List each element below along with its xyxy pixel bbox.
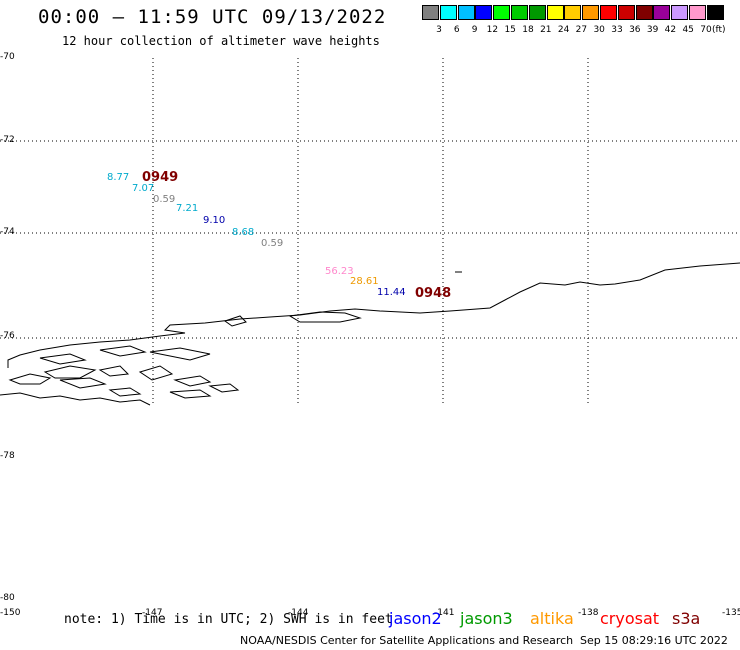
colorbar-swatch xyxy=(422,5,439,20)
pass-time-label: 0948 xyxy=(415,286,452,301)
graticule xyxy=(0,58,740,405)
longitude-label: -144 xyxy=(288,608,309,618)
credit-line: NOAA/NESDIS Center for Satellite Applica… xyxy=(240,634,574,647)
colorbar-swatch xyxy=(600,5,617,20)
wave-height-label: 9.10 xyxy=(203,215,226,226)
wave-height-label: 7.07 xyxy=(132,183,155,194)
colorbar-unit: (ft) xyxy=(712,25,726,35)
wave-height-label: 7.21 xyxy=(176,203,199,214)
colorbar-tick-label: 18 xyxy=(522,25,534,35)
colorbar-swatch xyxy=(582,5,600,20)
wave-height-label: 11.44 xyxy=(377,287,406,298)
colorbar-tick-label: 33 xyxy=(611,25,623,35)
generated-timestamp: Sep 15 08:29:16 UTC 2022 xyxy=(580,634,728,647)
colorbar-tick-label: 21 xyxy=(540,25,552,35)
wave-height-label: 0.59 xyxy=(153,194,176,205)
colorbar-tick-label: 42 xyxy=(664,25,677,35)
colorbar-swatch xyxy=(706,5,724,20)
map-title: 00:00 – 11:59 UTC 09/13/2022 xyxy=(38,6,387,28)
colorbar-swatch xyxy=(564,5,582,20)
colorbar-swatch xyxy=(689,5,706,20)
satellite-legend-s3a: s3a xyxy=(672,609,701,628)
satellite-legend-cryosat: cryosat xyxy=(600,609,660,628)
satellite-legend-jason2: jason2 xyxy=(389,609,442,628)
colorbar-tick-label: 24 xyxy=(557,25,570,35)
latitude-label: -78 xyxy=(0,451,15,461)
wave-height-label: 0.59 xyxy=(261,238,284,249)
colorbar-tick-label: 45 xyxy=(682,25,694,35)
colorbar-swatch xyxy=(653,5,671,20)
colorbar-tick-label: 3 xyxy=(436,25,442,35)
colorbar-tick-label: 15 xyxy=(504,25,516,35)
colorbar-tick-label: 39 xyxy=(646,25,659,35)
wave-height-label: 28.61 xyxy=(350,276,379,287)
satellite-legend-altika: altika xyxy=(530,609,574,628)
footer-note: note: 1) Time is in UTC; 2) SWH is in fe… xyxy=(64,612,393,627)
colorbar-swatch xyxy=(617,5,635,20)
colorbar-swatch xyxy=(528,5,546,20)
colorbar-tick-label: 12 xyxy=(486,25,499,35)
colorbar-swatch xyxy=(439,5,457,20)
longitude-label: -138 xyxy=(578,608,599,618)
map-subtitle: 12 hour collection of altimeter wave hei… xyxy=(62,34,380,48)
wave-height-label: 56.23 xyxy=(325,266,354,277)
latitude-label: -70 xyxy=(0,52,15,62)
colorbar-tick-label: 30 xyxy=(593,25,605,35)
longitude-label: -147 xyxy=(142,608,163,618)
latitude-label: -76 xyxy=(0,331,15,341)
wave-height-label: 8.77 xyxy=(107,172,130,183)
satellite-legend-jason3: jason3 xyxy=(460,609,513,628)
colorbar-swatch xyxy=(475,5,493,20)
coastline xyxy=(0,262,740,406)
colorbar-swatch xyxy=(493,5,511,20)
latitude-label: -72 xyxy=(0,135,15,145)
latitude-label: -80 xyxy=(0,593,15,603)
colorbar-swatch xyxy=(457,5,475,20)
colorbar-tick-label: 6 xyxy=(453,25,460,35)
colorbar-tick-label: 27 xyxy=(575,25,588,35)
colorbar-swatch xyxy=(635,5,653,20)
colorbar-swatch xyxy=(671,5,689,20)
latitude-label: -74 xyxy=(0,227,15,237)
pass-time-label: 0949 xyxy=(142,170,179,185)
longitude-label: -135 xyxy=(722,608,740,618)
longitude-label: -150 xyxy=(0,608,21,618)
colorbar-tick-label: 9 xyxy=(471,25,478,35)
colorbar-swatch xyxy=(511,5,528,20)
longitude-label: -141 xyxy=(434,608,455,618)
colorbar-tick-label: 36 xyxy=(629,25,641,35)
colorbar-swatch xyxy=(546,5,564,20)
colorbar-tick-label: 70 xyxy=(700,25,712,35)
wave-height-label: 8.68 xyxy=(232,227,255,238)
